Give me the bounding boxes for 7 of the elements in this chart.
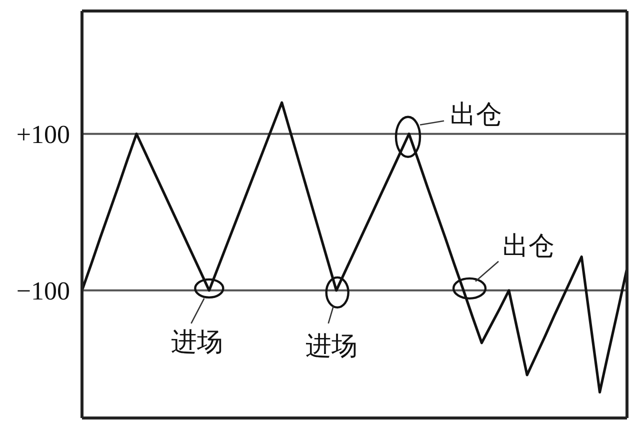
annotation: 进场 xyxy=(305,331,358,362)
line-series xyxy=(82,101,627,394)
y-tick-label: −100 xyxy=(16,276,70,306)
annotation: 进场 xyxy=(171,327,224,358)
annotation: 出仓 xyxy=(502,231,554,262)
annotation: 出仓 xyxy=(450,100,502,130)
y-tick-label: +100 xyxy=(16,120,70,150)
